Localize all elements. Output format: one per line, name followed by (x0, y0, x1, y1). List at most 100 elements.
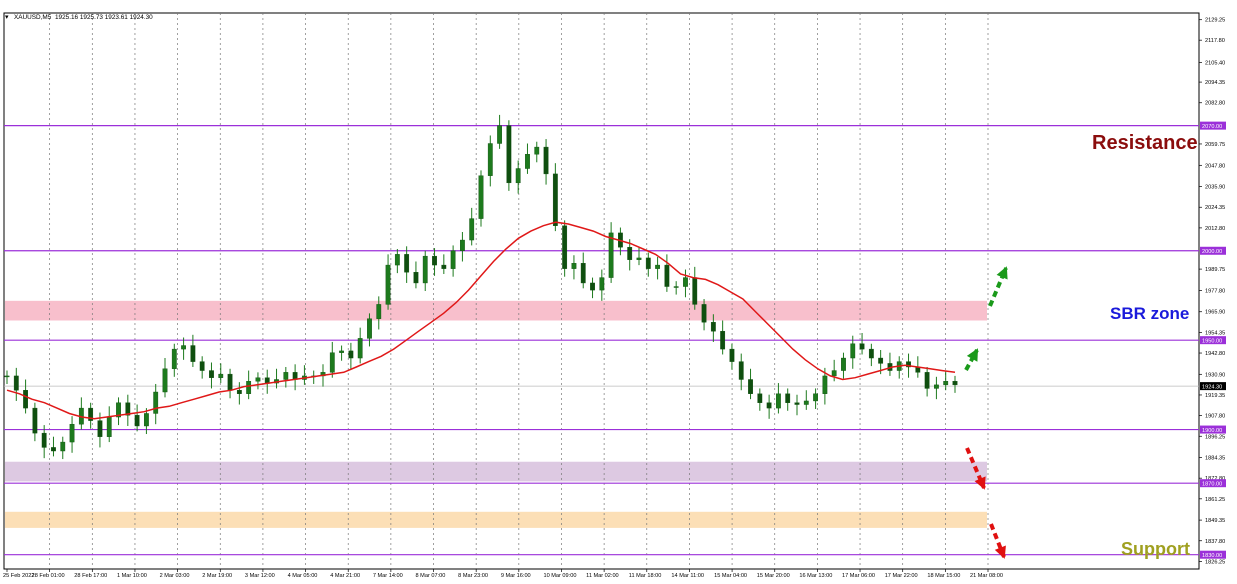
bullish-arrow-short-head (966, 348, 978, 362)
candle-body (487, 143, 493, 176)
time-tick-label: 18 Mar 15:00 (927, 573, 960, 579)
candle-body (255, 377, 261, 382)
candle-body (4, 375, 10, 378)
time-tick-label: 28 Feb 01:00 (32, 573, 65, 579)
candle-body (552, 173, 558, 226)
level-price-badge (1200, 246, 1226, 255)
candle-body (701, 304, 707, 323)
candle-body (460, 239, 465, 251)
candle-body (88, 407, 94, 421)
candle-body (246, 381, 252, 394)
candle-body (813, 393, 818, 402)
candle-body (608, 232, 614, 278)
candle-body (329, 352, 335, 373)
candle-body (878, 357, 884, 364)
candle-body (283, 372, 289, 380)
level-price-badge (1200, 336, 1226, 345)
candle-body (655, 264, 660, 269)
candle-body (803, 400, 809, 405)
time-tick-label: 4 Mar 21:00 (330, 573, 360, 579)
price-tick-label: 1872.80 (1205, 476, 1225, 482)
candle-body (339, 350, 344, 353)
level-price-badge (1200, 425, 1226, 434)
candle-body (776, 393, 781, 409)
symbol-label: XAUUSD,M5 (14, 14, 52, 21)
candle-body (692, 277, 698, 305)
candle-body (543, 146, 549, 175)
price-tick-label: 1930.90 (1205, 372, 1225, 378)
time-tick-label: 11 Mar 02:00 (586, 573, 619, 579)
bearish-arrow-to-1830-head (994, 545, 1006, 559)
candle-body (515, 168, 521, 184)
candle-body (934, 384, 939, 389)
candle-body (738, 361, 744, 380)
candle-body (236, 390, 242, 394)
price-tick-label: 1977.80 (1205, 288, 1225, 294)
price-tick-label: 2129.25 (1205, 18, 1225, 24)
time-tick-label: 10 Mar 09:00 (543, 573, 576, 579)
time-tick-label: 2 Mar 03:00 (160, 573, 190, 579)
candle-body (450, 250, 456, 269)
bullish-arrow-long-head (996, 266, 1008, 280)
candle-body (525, 154, 530, 169)
candle-body (580, 263, 586, 284)
current-price-badge (1200, 382, 1226, 391)
candle-body (673, 286, 679, 288)
candle-body (785, 393, 791, 403)
candle-body (181, 345, 186, 350)
candle-body (264, 377, 270, 384)
symbol-caret-icon[interactable]: ▾ (5, 14, 9, 21)
level-price-badge (1200, 121, 1226, 130)
price-tick-label: 2082.80 (1205, 101, 1225, 107)
time-tick-label: 4 Mar 05:00 (288, 573, 318, 579)
candle-body (348, 350, 354, 359)
level-price-label: 2000.00 (1202, 249, 1222, 255)
candle-body (441, 264, 447, 269)
candle-body (171, 348, 177, 369)
price-tick-label: 2024.35 (1205, 205, 1225, 211)
candle-body (868, 348, 874, 359)
candle-body (562, 225, 568, 269)
candle-body (23, 390, 28, 409)
price-tick-label: 1907.80 (1205, 414, 1225, 420)
candle-body (106, 416, 112, 437)
candle-body (506, 125, 512, 184)
candle-body (664, 264, 670, 287)
candle-body (153, 391, 159, 414)
candle-body (162, 368, 168, 393)
price-tick-label: 1896.25 (1205, 434, 1225, 440)
candle-body (116, 402, 121, 418)
candle-body (69, 423, 75, 443)
price-tick-label: 1965.90 (1205, 310, 1225, 316)
candle-body (571, 263, 577, 269)
candle-body (367, 318, 372, 339)
candle-body (32, 407, 38, 434)
candle-body (144, 413, 149, 427)
time-tick-label: 15 Mar 04:00 (714, 573, 747, 579)
candle-body (636, 257, 642, 260)
time-tick-label: 2 Mar 19:00 (202, 573, 232, 579)
price-tick-label: 1954.35 (1205, 330, 1225, 336)
level-price-label: 1950.00 (1202, 338, 1222, 344)
zone-orange-support (5, 511, 987, 528)
candle-body (645, 257, 651, 269)
ohlc-readout: 1925.16 1925.73 1923.61 1924.30 (55, 14, 153, 21)
level-price-label: 1830.00 (1202, 553, 1222, 559)
bearish-arrow-to-1870-head (974, 476, 986, 490)
plot-border (3, 12, 1200, 570)
sbr-zone-annotation: SBR zone (1110, 304, 1189, 323)
candle-body (683, 277, 688, 287)
candle-body (757, 393, 763, 403)
bullish-arrow-short (964, 349, 979, 371)
price-tick-label: 2117.80 (1205, 38, 1225, 44)
candle-body (394, 254, 400, 266)
candle-body (51, 447, 56, 452)
time-tick-label: 17 Mar 06:00 (842, 573, 875, 579)
time-tick-label: 14 Mar 11:00 (671, 573, 704, 579)
candle-body (199, 361, 205, 371)
candle-body (794, 402, 800, 405)
candle-body (432, 255, 437, 266)
bearish-arrow-to-1830 (989, 523, 1006, 558)
